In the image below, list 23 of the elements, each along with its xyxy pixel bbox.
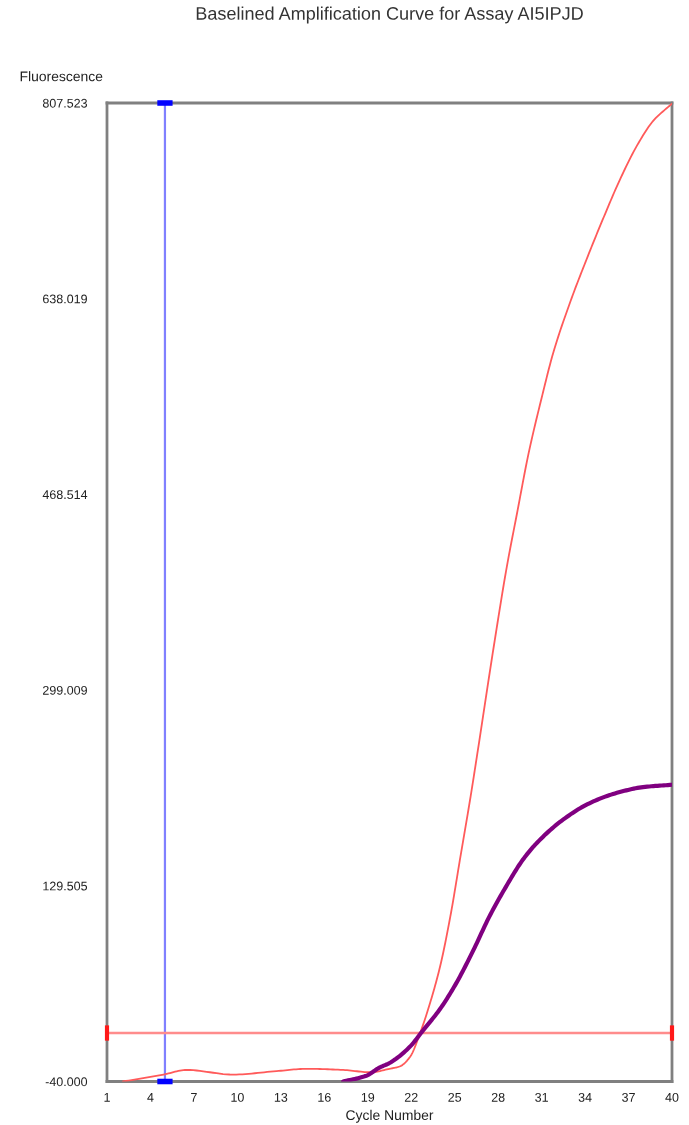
x-tick-label: 22: [404, 1092, 418, 1102]
x-tick-label: 1: [104, 1093, 110, 1102]
x-tick-label: 28: [491, 1092, 505, 1102]
x-tick-label: 16: [318, 1092, 331, 1102]
x-tick-label: 19: [361, 1092, 375, 1102]
x-axis-title: Cycle Number: [346, 1109, 434, 1123]
y-tick-label: 807.523: [42, 98, 88, 108]
x-tick-label: 25: [448, 1092, 462, 1102]
x-tick-label: 34: [578, 1092, 592, 1102]
y-tick-label: 299.009: [43, 685, 87, 695]
x-tick-label: 31: [535, 1092, 548, 1102]
x-tick-label: 40: [665, 1092, 679, 1102]
y-axis-title: Fluorescence: [20, 71, 103, 82]
chart-title: Baselined Amplification Curve for Assay AI5IPJD: [196, 6, 583, 24]
x-tick-label: 37: [622, 1092, 635, 1102]
x-tick-label: 13: [274, 1092, 288, 1102]
x-tick-label: 4: [147, 1093, 154, 1102]
x-tick-label: 7: [191, 1093, 197, 1102]
y-tick-label: -40.000: [45, 1077, 88, 1087]
x-tick-label: 10: [231, 1092, 244, 1102]
y-tick-label: 468.514: [42, 490, 88, 500]
y-tick-label: 129.505: [43, 881, 88, 891]
y-tick-label: 638.019: [43, 294, 87, 304]
